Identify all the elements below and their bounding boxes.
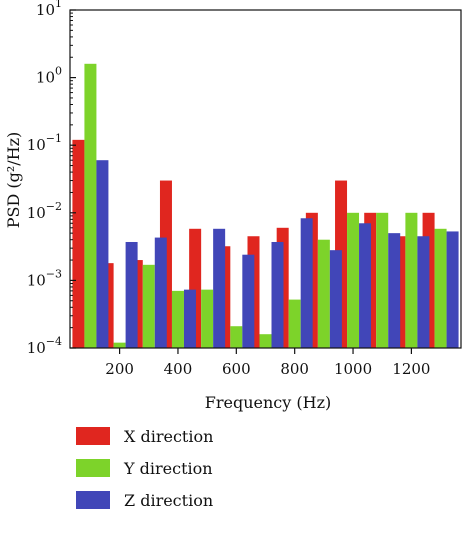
axes-layer: 10−4 10−3 10−2 10−1 100 101 200 400 600 800 1000 12… bbox=[27, 0, 462, 378]
bar-y-200 bbox=[113, 342, 126, 348]
legend-label-z: Z direction bbox=[124, 490, 214, 510]
y-axis-title: PSD (g²/Hz) bbox=[4, 132, 23, 229]
y-tick-label: 10−2 bbox=[27, 200, 62, 222]
bar-z-600 bbox=[242, 254, 255, 348]
bar-y-100 bbox=[84, 63, 97, 349]
psd-bar-chart: 10−4 10−3 10−2 10−1 100 101 200 400 600 800 1000 12… bbox=[4, 0, 462, 412]
bar-y-600 bbox=[230, 326, 243, 348]
legend-item-y: Y direction bbox=[76, 452, 213, 484]
x-tick-label-200: 200 bbox=[105, 360, 134, 378]
bar-z-500 bbox=[213, 228, 226, 348]
x-tick-label-400: 400 bbox=[164, 360, 193, 378]
bar-y-800 bbox=[288, 299, 301, 348]
legend-swatch-z bbox=[76, 491, 110, 509]
legend-item-x: X direction bbox=[76, 420, 213, 452]
x-tick-label-800: 800 bbox=[280, 360, 309, 378]
bar-z-1200 bbox=[417, 236, 430, 348]
bar-y-1000 bbox=[347, 212, 360, 348]
legend-label-x: X direction bbox=[124, 426, 214, 446]
bar-y-400 bbox=[171, 290, 184, 348]
bar-y-700 bbox=[259, 334, 272, 348]
bar-z-400 bbox=[183, 289, 196, 348]
y-tick-label: 10−4 bbox=[27, 335, 62, 357]
bar-z-200 bbox=[125, 241, 138, 348]
legend-swatch-x bbox=[76, 427, 110, 445]
y-tick-label: 100 bbox=[36, 65, 62, 87]
bar-z-100 bbox=[96, 160, 109, 348]
bar-y-300 bbox=[142, 264, 155, 348]
y-tick-label: 10−3 bbox=[27, 267, 62, 289]
bars-layer bbox=[72, 63, 459, 349]
bar-z-700 bbox=[271, 241, 284, 348]
bar-y-900 bbox=[317, 239, 330, 348]
bar-z-300 bbox=[154, 237, 167, 348]
bar-y-1100 bbox=[376, 212, 389, 348]
legend: X direction Y direction Z direction bbox=[76, 420, 213, 516]
bar-y-1200 bbox=[405, 212, 418, 348]
bar-y-1300 bbox=[434, 228, 447, 348]
bar-z-1300 bbox=[446, 231, 459, 348]
bar-z-1100 bbox=[388, 233, 401, 348]
x-tick-label-1200: 1200 bbox=[392, 360, 430, 378]
legend-label-y: Y direction bbox=[124, 458, 213, 478]
x-tick-label-1000: 1000 bbox=[334, 360, 372, 378]
bar-z-1000 bbox=[359, 223, 372, 348]
legend-item-z: Z direction bbox=[76, 484, 213, 516]
bar-y-500 bbox=[201, 289, 214, 348]
y-tick-label: 101 bbox=[36, 0, 62, 19]
bar-x-100 bbox=[72, 139, 85, 348]
bar-z-800 bbox=[300, 218, 313, 348]
legend-swatch-y bbox=[76, 459, 110, 477]
x-tick-label-600: 600 bbox=[222, 360, 251, 378]
plot-frame bbox=[69, 9, 462, 349]
bar-z-900 bbox=[329, 250, 342, 348]
y-tick-label: 10−1 bbox=[27, 132, 62, 154]
x-axis-title: Frequency (Hz) bbox=[205, 393, 332, 412]
